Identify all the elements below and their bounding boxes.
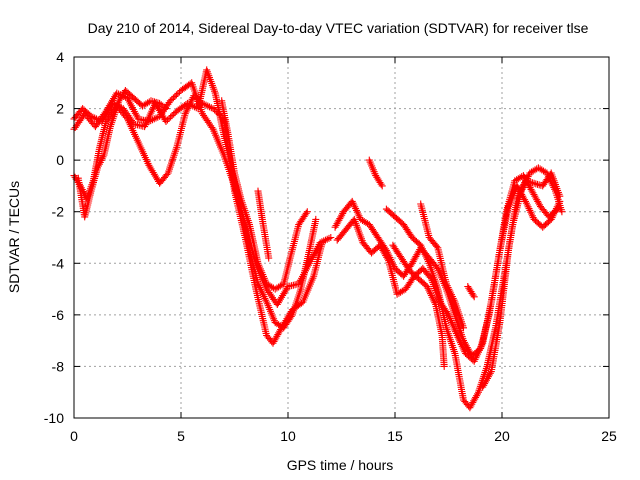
y-tick-label: 2 [56, 101, 64, 117]
y-tick-label: -6 [52, 307, 65, 323]
series-markers [389, 241, 448, 370]
y-tick-label: -2 [52, 204, 65, 220]
plot-frame [73, 56, 610, 419]
y-axis-label: SDTVAR / TECUs [6, 181, 22, 293]
series-10 [389, 241, 448, 370]
y-tick-label: 0 [56, 152, 64, 168]
series-markers [254, 187, 273, 262]
series-markers [74, 87, 170, 221]
series-markers [417, 200, 467, 332]
x-tick-labels: 0 5 10 15 20 25 [70, 428, 617, 444]
axis-ticks [73, 56, 610, 419]
x-tick-label: 25 [601, 428, 617, 444]
series-markers [464, 283, 478, 301]
series-11 [417, 200, 467, 332]
series-13 [479, 169, 564, 391]
y-tick-label: 4 [56, 49, 64, 65]
grid-lines [74, 57, 609, 418]
series-4 [218, 97, 311, 293]
series-3 [74, 87, 170, 221]
x-tick-label: 15 [387, 428, 403, 444]
y-tick-labels: -10 -8 -6 -4 -2 0 2 4 [44, 49, 64, 426]
x-axis-label: GPS time / hours [287, 457, 394, 473]
x-tick-label: 0 [70, 428, 78, 444]
x-tick-label: 5 [177, 428, 185, 444]
x-tick-label: 10 [280, 428, 296, 444]
y-tick-label: -8 [52, 358, 65, 374]
series-markers [479, 169, 564, 391]
series-markers [365, 156, 386, 190]
data-points [70, 66, 566, 412]
series-5 [254, 187, 273, 262]
series-7 [333, 182, 564, 365]
series-markers [218, 97, 311, 293]
y-tick-label: -4 [52, 255, 65, 271]
series-markers [333, 182, 564, 365]
series-8 [365, 156, 386, 190]
series-12 [464, 283, 478, 301]
y-tick-label: -10 [44, 410, 64, 426]
chart-title: Day 210 of 2014, Sidereal Day-to-day VTE… [88, 20, 589, 36]
x-tick-label: 20 [494, 428, 510, 444]
